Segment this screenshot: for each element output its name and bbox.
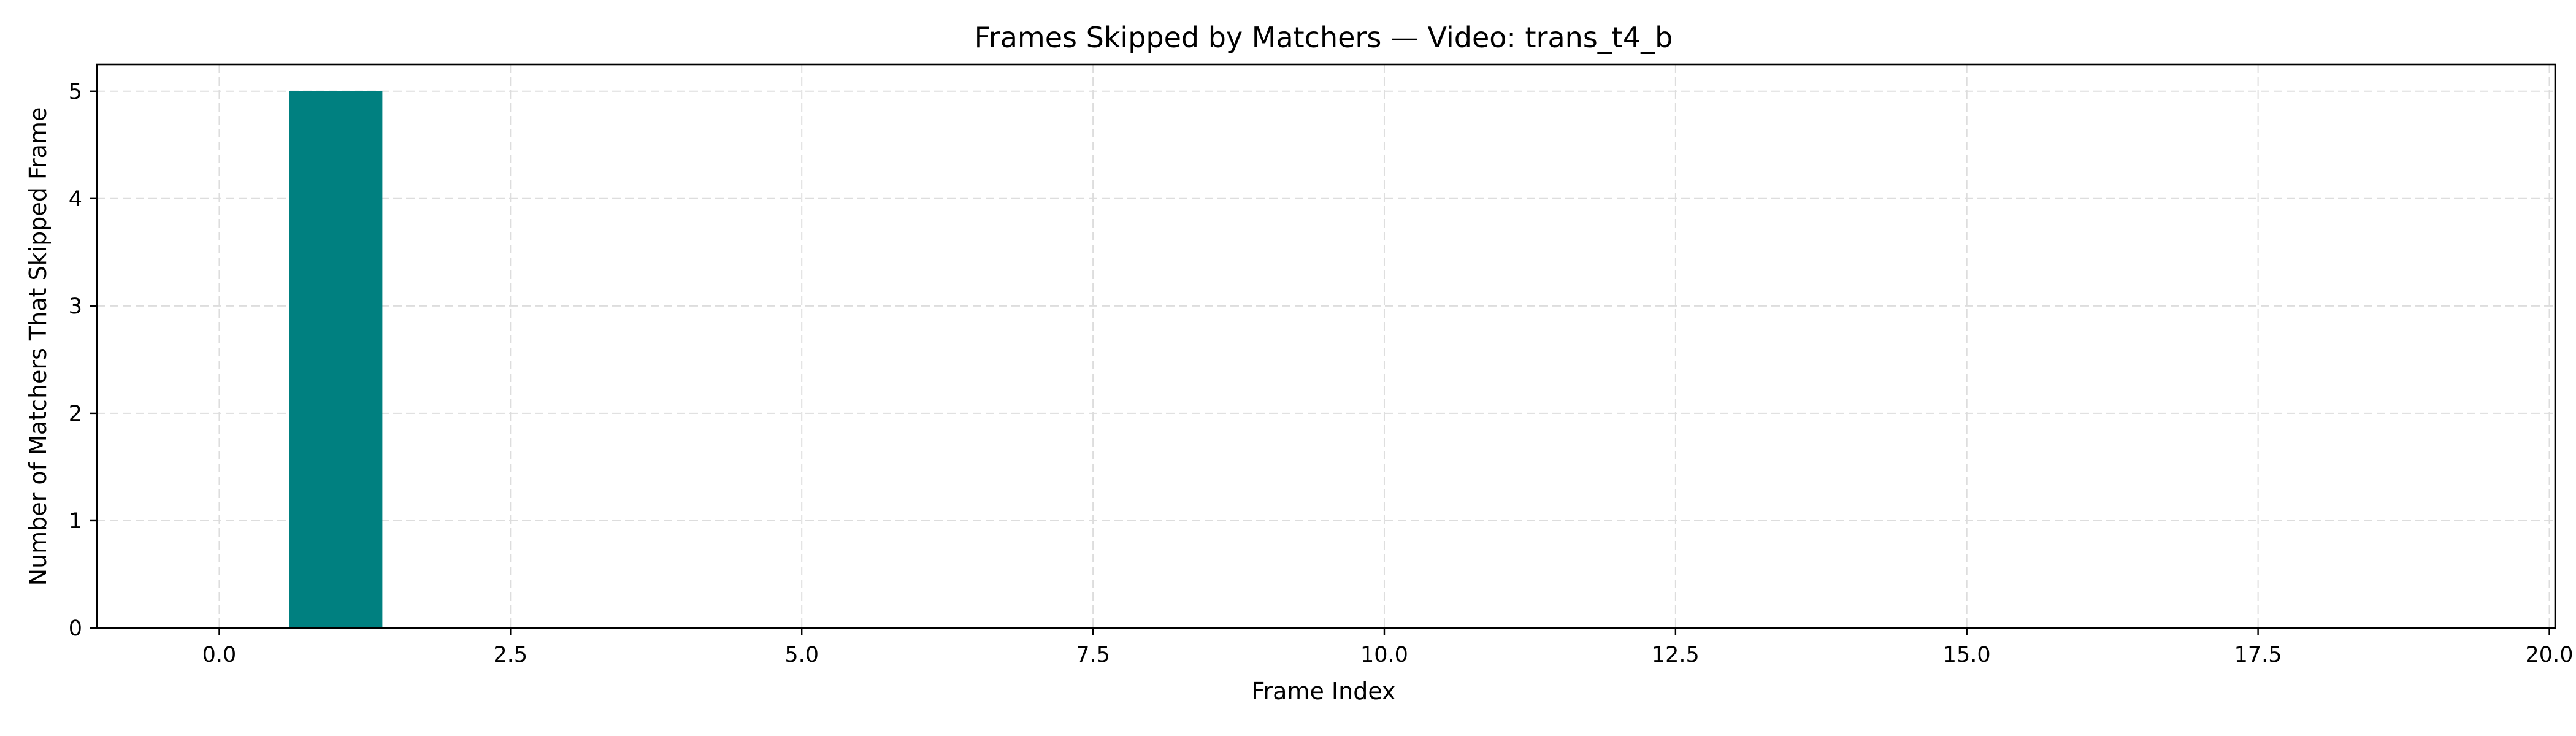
y-axis-label: Number of Matchers That Skipped Frame	[25, 107, 52, 586]
x-tick-label: 17.5	[2234, 643, 2282, 667]
x-tick-label: 2.5	[493, 643, 527, 667]
bars	[289, 91, 383, 628]
y-axis-ticks: 0 1 2 3 4 5	[69, 80, 97, 641]
chart-title: Frames Skipped by Matchers — Video: tran…	[975, 21, 1673, 54]
y-tick-label: 1	[69, 509, 82, 534]
x-tick-label: 15.0	[1943, 643, 1991, 667]
x-tick-label: 12.5	[1652, 643, 1700, 667]
x-axis-label: Frame Index	[1251, 678, 1395, 705]
y-tick-label: 2	[69, 402, 82, 426]
x-tick-label: 5.0	[784, 643, 819, 667]
x-tick-label: 20.0	[2526, 643, 2574, 667]
x-axis-ticks: 0.0 2.5 5.0 7.5 10.0 12.5 15.0 17.5 20.0	[202, 628, 2574, 667]
x-tick-label: 10.0	[1360, 643, 1408, 667]
plot-area-frame	[96, 63, 2556, 629]
x-tick-label: 0.0	[202, 643, 237, 667]
y-tick-label: 4	[69, 187, 82, 212]
y-tick-label: 0	[69, 616, 82, 641]
x-tick-label: 7.5	[1076, 643, 1110, 667]
y-tick-label: 5	[69, 80, 82, 104]
bar	[289, 91, 383, 628]
y-tick-label: 3	[69, 294, 82, 319]
